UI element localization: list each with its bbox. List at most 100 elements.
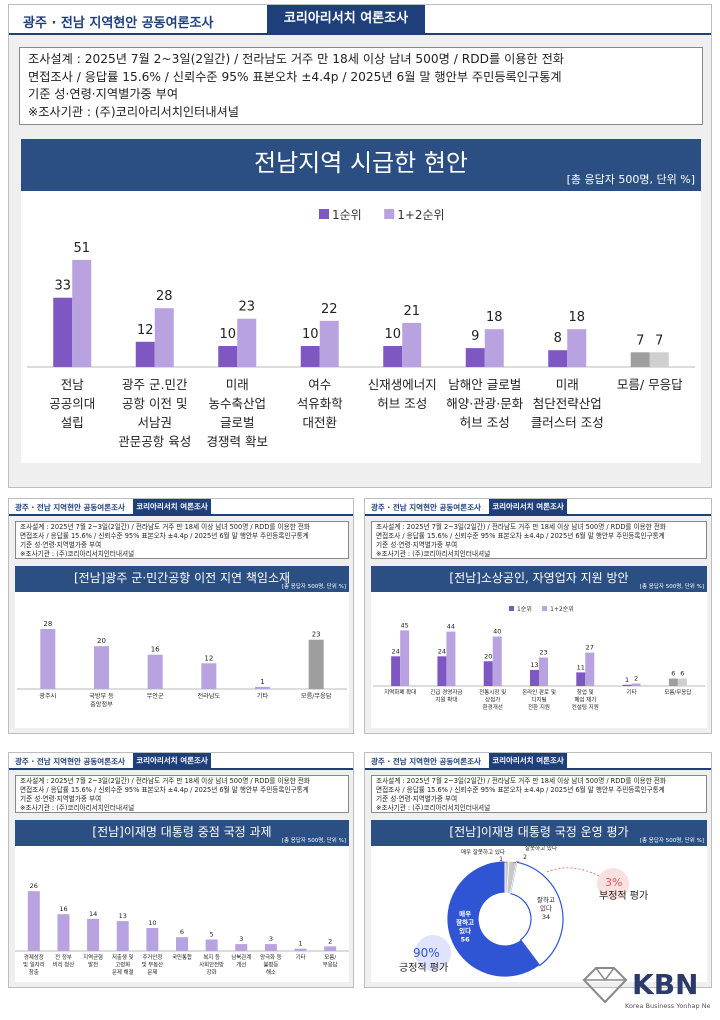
x-tick-label: 설립 — [61, 415, 84, 430]
x-tick-label: 및 일자리 — [23, 961, 45, 969]
sample-note: [총 응답자 500명, 단위 %] — [639, 838, 704, 844]
bar — [176, 937, 188, 951]
methodology-line: ※조사기관 : (주)코리아리서치인터내셔널 — [376, 804, 491, 812]
x-tick-label: 전통시장 및 — [479, 688, 506, 696]
x-tick-label: 남해안 글로벌 — [448, 377, 521, 392]
chart-title: [전남]이재명 대통령 중점 국정 과제 — [92, 825, 272, 839]
methodology-box: 조사설계 : 2025년 7월 2~3일(2일간) / 전라남도 거주 만 18… — [19, 47, 703, 125]
bar-value-label: 2 — [328, 937, 332, 945]
negative-label: 부정적 평가 — [599, 890, 648, 902]
bar — [27, 891, 40, 951]
chart-area: 1순위 1+2순위 24 45 지역화폐 확대 24 44 긴급 경영자금 지원 확대 20 40 전… — [371, 592, 707, 728]
bar — [465, 348, 485, 367]
pie-slice-label: 매우 — [459, 909, 471, 918]
negative-value: 3% — [605, 876, 622, 889]
methodology-line: 면접조사 / 응답률 15.6% / 신뢰수준 95% 표본오차 ±4.4p /… — [376, 786, 665, 794]
x-tick-label: 주거안정 — [142, 953, 162, 961]
bar — [147, 654, 163, 689]
survey-header: 광주 · 전남 지역현안 공동여론조사 코리아리서치 여론조사 — [365, 753, 711, 770]
methodology-box: 조사설계 : 2025년 7월 2~3일(2일간) / 전라남도 거주 만 18… — [371, 521, 707, 559]
survey-name: 광주 · 전남 지역현안 공동여론조사 — [371, 503, 481, 512]
bar — [237, 318, 257, 367]
bar-value-label: 21 — [403, 304, 420, 319]
bar-value-label: 1 — [625, 676, 629, 684]
x-tick-label: 전 정부 — [55, 953, 72, 961]
bar-value-label: 24 — [392, 647, 400, 655]
kbn-logo-text: KBN — [632, 968, 698, 1001]
survey-header: 광주 · 전남 지역현안 공동여론조사 코리아리서치 여론조사 — [9, 5, 711, 35]
x-tick-label: 복지 등 — [203, 953, 220, 961]
survey-header: 광주 · 전남 지역현안 공동여론조사 코리아리서치 여론조사 — [365, 499, 711, 516]
pie-callout-label: 잘못하고 있다 — [525, 846, 557, 852]
bar — [324, 946, 337, 951]
bar — [576, 672, 586, 686]
bar-value-label: 28 — [156, 289, 173, 304]
chart-area: 28 광주시 20 국방부 등 중앙정부 16 무안군 12 전라남도 1 기타 23 모름/무응답 — [15, 592, 349, 728]
x-tick-label: 상점가 — [485, 696, 500, 704]
bar-value-label: 12 — [137, 323, 154, 338]
x-tick-label: 모름/무응답 — [301, 693, 332, 700]
bar-value-label: 26 — [30, 882, 38, 890]
bar — [567, 329, 587, 367]
bar — [622, 684, 632, 686]
bar — [154, 308, 174, 367]
survey-header: 광주 · 전남 지역현안 공동여론조사 코리아리서치 여론조사 — [9, 753, 353, 770]
bar-value-label: 10 — [219, 327, 236, 342]
positive-value: 90% — [413, 946, 440, 960]
bar-value-label: 7 — [655, 333, 663, 348]
legend-label: 1순위 — [517, 605, 532, 613]
bar-value-label: 1 — [260, 678, 264, 686]
bar — [319, 320, 339, 367]
methodology-line: 기준 성·연령·지역별가중 부여 — [376, 795, 458, 803]
panel-urgent-issues: 광주 · 전남 지역현안 공동여론조사 코리아리서치 여론조사 조사설계 : 2… — [8, 4, 712, 488]
pie-slice — [446, 860, 541, 978]
pie-callout-line — [500, 861, 508, 864]
x-tick-label: 문제 해결 — [112, 968, 134, 976]
x-tick-label: 첨단전략산업 — [533, 396, 602, 411]
x-tick-label: 모름/ — [324, 954, 336, 961]
x-tick-label: 문제 — [147, 968, 157, 976]
chart-title-bar: [전남]이재명 대통령 국정 운영 평가 [총 응답자 500명, 단위 %] — [371, 820, 707, 846]
x-tick-label: 클러스터 조성 — [531, 415, 604, 430]
x-tick-label: 기타 — [296, 953, 306, 961]
methodology-line: 면접조사 / 응답률 15.6% / 신뢰수준 95% 표본오차 ±4.4p /… — [20, 786, 309, 794]
bar-value-label: 51 — [73, 241, 90, 256]
x-tick-label: 개선 — [236, 961, 246, 969]
methodology-box: 조사설계 : 2025년 7월 2~3일(2일간) / 전라남도 거주 만 18… — [15, 521, 349, 559]
kbn-logo-subtitle: Korea Business Yonhap News — [625, 1002, 710, 1010]
bar-value-label: 20 — [97, 637, 106, 645]
x-tick-label: 중앙정부 — [90, 701, 113, 709]
chart-title-bar: [전남]소상공인, 자영업자 지원 방안 [총 응답자 500명, 단위 %] — [371, 566, 707, 592]
methodology-line: ※조사기관 : (주)코리아리서치인터내셔널 — [20, 550, 135, 558]
x-tick-label: 해양·관광·문화 — [446, 396, 523, 411]
bar — [383, 346, 403, 367]
pie-callout-value: 1 — [499, 856, 503, 863]
bar-value-label: 23 — [238, 300, 255, 315]
x-tick-label: 지원 확대 — [435, 696, 457, 704]
x-tick-label: 관문공항 육성 — [118, 434, 191, 449]
methodology-line: 기준 성·연령·지역별가중 부여 — [20, 541, 102, 549]
x-tick-label: 발전 — [88, 961, 98, 969]
methodology-line: ※조사기관 : (주)코리아리서치인터내셔널 — [20, 804, 135, 812]
bar-value-label: 18 — [486, 310, 503, 325]
bar — [40, 629, 56, 689]
bar — [218, 346, 238, 367]
bar-value-label: 10 — [384, 327, 401, 342]
bar-value-label: 11 — [577, 663, 585, 671]
sample-note: [총 응답자 500명, 단위 %] — [566, 173, 695, 186]
bar — [308, 639, 324, 689]
bar — [631, 683, 641, 686]
bar — [668, 678, 678, 686]
chart-title: [전남]광주 군·민간공항 이전 지연 책임소재 — [73, 571, 291, 585]
x-tick-label: 전환 지원 — [528, 703, 550, 711]
methodology-box: 조사설계 : 2025년 7월 2~3일(2일간) / 전라남도 거주 만 18… — [15, 775, 349, 813]
methodology-line: ※조사기관 : (주)코리아리서치인터내셔널 — [28, 104, 239, 119]
x-tick-label: 서남권 — [137, 415, 172, 430]
legend-swatch — [542, 606, 548, 611]
x-tick-label: 양극화 등 — [260, 953, 282, 961]
summary-highlight-circle — [597, 868, 629, 900]
chart-title: 전남지역 시급한 현안 — [254, 149, 468, 177]
